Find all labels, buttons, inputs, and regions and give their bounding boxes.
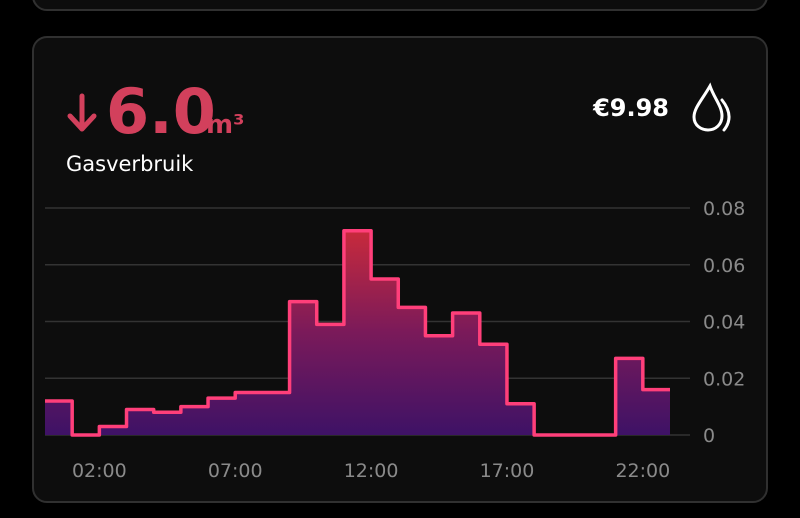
y-tick-label: 0.04 [703, 312, 745, 334]
usage-unit: m³ [206, 110, 244, 140]
line [45, 228, 670, 437]
x-tick-label: 22:00 [615, 460, 670, 482]
down-arrow [67, 93, 97, 132]
usage-value: 6.0 [106, 75, 216, 148]
x-tick-label: 17:00 [480, 460, 535, 482]
area [45, 230, 670, 435]
x-tick-label: 12:00 [344, 460, 399, 482]
y-tick-label: 0.06 [703, 255, 745, 277]
cost: €9.98 [592, 94, 669, 122]
x-tick-label: 07:00 [208, 460, 263, 482]
previous-card [32, 0, 768, 11]
x-tick-label: 02:00 [72, 460, 127, 482]
usage-label: Gasverbruik [66, 152, 194, 176]
card [32, 36, 768, 503]
y-tick-label: 0.02 [703, 368, 745, 390]
gas-icon [692, 82, 731, 132]
y-tick-label: 0.08 [703, 198, 745, 220]
y-tick-label: 0 [703, 425, 715, 447]
